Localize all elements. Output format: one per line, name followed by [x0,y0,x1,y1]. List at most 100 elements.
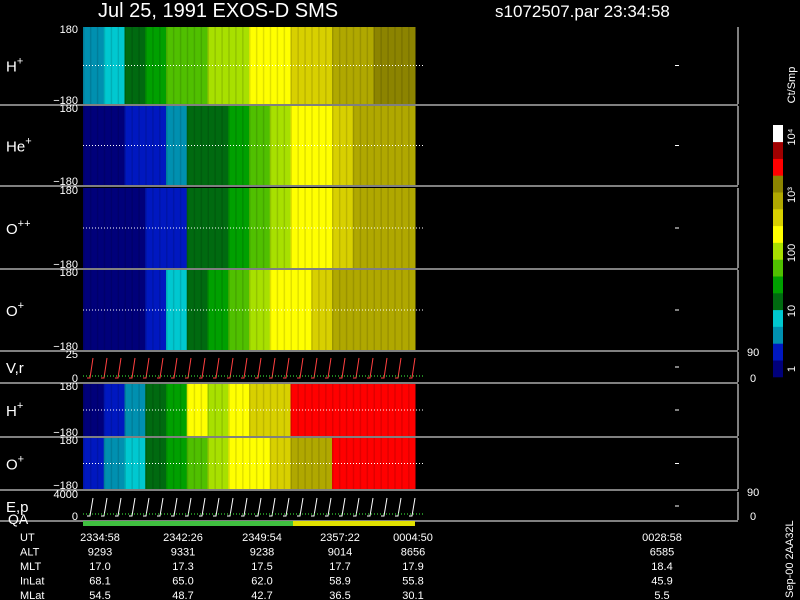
colorbar-cell [773,242,783,260]
spectrogram-cell [352,27,374,104]
quality-strip [83,521,293,526]
spectrogram-stripe [318,384,320,436]
spectrogram-stripe [359,27,362,104]
colorbar-cell [773,276,783,294]
spectrogram-cell [124,270,146,350]
colorbar-cell [773,141,783,159]
spectrogram-stripe [255,106,258,185]
spectrogram-stripe [380,438,382,489]
table-value: 30.1 [402,590,423,600]
spectrogram-stripe [159,270,161,350]
panel-name: E,p [6,499,29,516]
spectrogram-stripe [276,384,279,436]
spectrogram-stripe [110,106,113,185]
table-value: 0028:58 [642,532,682,544]
spectrogram-stripe [359,270,362,350]
spectrogram-cell [332,438,354,489]
right-tick-label: 0 [750,373,756,385]
panel-sup: + [17,56,23,68]
quality-strip [293,521,415,526]
spectrogram-stripe [359,106,362,185]
spectrogram-stripe [255,188,258,268]
spectrogram-stripe [408,270,410,350]
spectrogram-cell [311,106,333,185]
spectrogram-cell [228,384,250,436]
spectrogram-cell [352,438,374,489]
spectrogram-cell [290,270,312,350]
spectrogram-stripe [131,106,133,185]
tick-label: −180 [53,95,78,107]
colorbar-cell [773,343,783,361]
spectrogram-stripe [228,106,230,185]
spectrogram-stripe [117,438,120,489]
colorbar-label: 1 [786,366,798,372]
spectrogram-stripe [89,438,92,489]
panel-label: H+ [6,56,23,76]
spectrogram-stripe [359,188,362,268]
spectrogram-stripe [138,270,140,350]
tick-label: −180 [53,427,78,439]
spectrogram-stripe [166,106,168,185]
colorbar-cell [773,125,783,143]
tick-label: 180 [60,103,78,115]
table-value: 2349:54 [242,532,282,544]
spectrogram-cell [269,384,291,436]
spectrogram-stripe [408,438,410,489]
spectrogram-cell [249,438,271,489]
colorbar-label: 10 [786,305,798,317]
table-value: 8656 [401,547,425,559]
spectrogram-cell [269,188,291,268]
spectrogram-stripe [235,27,237,104]
tick-label: −180 [53,341,78,353]
spectrogram-stripe [338,188,341,268]
spectrogram-stripe [207,438,209,489]
spectrogram-stripe [276,106,279,185]
spectrogram-stripe [96,270,99,350]
spectrogram-stripe [110,438,113,489]
spectrogram-stripe [345,438,348,489]
table-value: 55.8 [402,576,423,588]
spectrogram-cell [124,106,146,185]
spectrogram-cell [228,106,250,185]
spectrogram-cell [103,27,125,104]
spectrogram-cell [83,438,105,489]
spectrogram-cell [373,106,395,185]
spectrogram-stripe [318,188,320,268]
spectrogram-stripe [89,27,92,104]
trace [87,357,416,379]
spectrogram-stripe [269,270,272,350]
spectrogram-stripe [318,270,320,350]
spectrogram-stripe [318,27,320,104]
spectrogram-stripe [200,270,203,350]
spectrogram-cell [332,270,354,350]
spectrogram-stripe [290,27,292,104]
spectrogram-stripe [290,188,292,268]
colorbar-cell [773,175,783,193]
spectrogram-stripe [166,188,168,268]
spectrogram-cell [124,27,146,104]
spectrogram-stripe [89,188,92,268]
spectrogram-cell [332,188,354,268]
table-value: 17.3 [172,561,193,573]
spectrogram-stripe [89,106,92,185]
tick-label: −180 [53,480,78,492]
spectrogram-stripe [96,27,99,104]
spectrogram-stripe [207,106,209,185]
spectrogram-cell [290,384,312,436]
spectrogram-stripe [380,188,382,268]
spectrogram-stripe [207,27,209,104]
table-value: 9238 [250,547,274,559]
spectrogram-stripe [325,27,327,104]
spectrogram-stripe [325,384,327,436]
spectrogram-stripe [249,27,251,104]
spectrogram-stripe [408,27,410,104]
colorbar-cell [773,209,783,227]
spectrogram-stripe [179,106,182,185]
spectrogram-cell [103,106,125,185]
spectrogram-stripe [131,384,133,436]
spectrogram-stripe [255,27,258,104]
spectrogram-stripe [166,384,168,436]
spectrogram-cell [373,27,395,104]
spectrogram-stripe [297,384,299,436]
